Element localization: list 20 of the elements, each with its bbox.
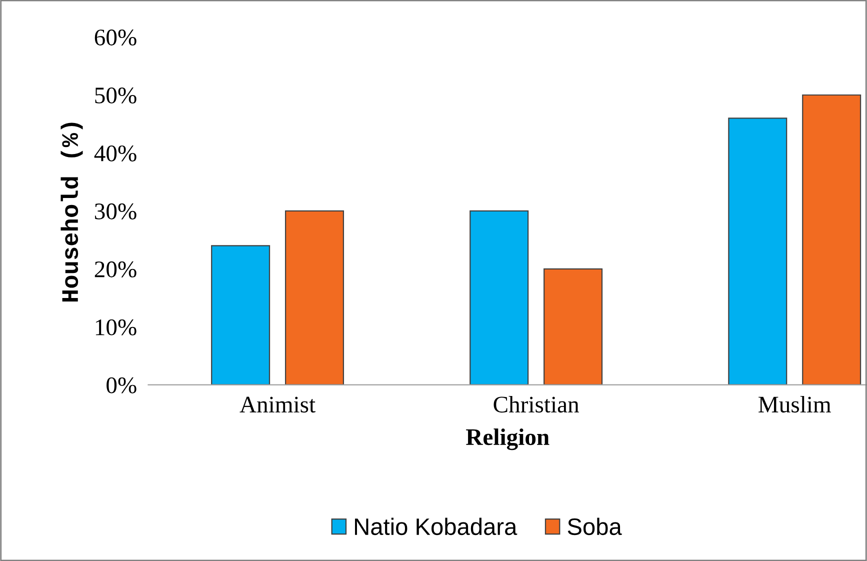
x-tick-label: Christian [494,396,579,413]
bar [470,210,529,385]
x-axis-title: Religion [466,428,550,450]
bar [802,94,862,385]
y-tick-label: 30% [94,203,136,220]
y-axis-title: Household (%) [60,122,83,302]
bar [544,268,603,385]
y-tick-label: 0% [106,377,136,394]
bar [728,118,788,385]
y-tick-label: 50% [95,87,136,104]
bar [284,210,344,385]
legend-label: Soba [568,518,622,536]
bar [211,245,270,385]
y-tick-label: 20% [94,261,136,278]
x-tick-label: Animist [240,396,316,413]
x-tick-label: Muslim [758,396,831,413]
y-tick-label: 10% [96,319,136,336]
y-tick-label: 60% [94,30,136,46]
legend-label: Natio Kobadara [355,518,518,536]
y-tick-label: 40% [94,145,136,162]
